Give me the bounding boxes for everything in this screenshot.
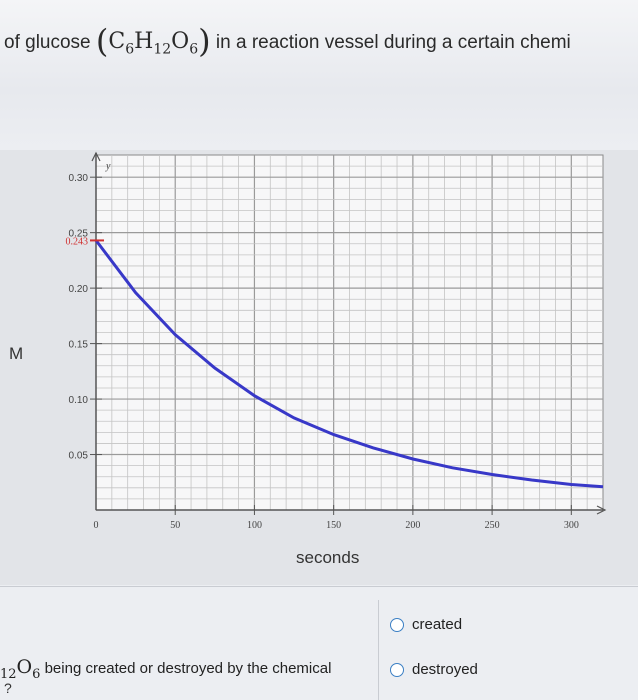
question-mark: ? (4, 680, 12, 696)
question-text: 12O6 being created or destroyed by the c… (0, 656, 331, 682)
y-tick-label: 0.25 (69, 229, 89, 240)
initial-value-marker: 0.243 (66, 236, 104, 247)
options-divider (378, 600, 379, 700)
x-tick-label: 100 (247, 520, 262, 531)
y-axis-title: M (9, 344, 24, 363)
header-band (0, 0, 638, 150)
section-divider (0, 586, 638, 587)
header-text-before: of glucose (4, 32, 91, 53)
x-axis-title: seconds (296, 548, 360, 567)
x-tick-label: 0 (94, 520, 99, 531)
grid-lines (96, 155, 603, 510)
destroyed-radio[interactable] (390, 662, 404, 677)
option-created[interactable]: created (390, 616, 462, 633)
y-axis-arrow (91, 151, 101, 162)
y-tick-label: 0.15 (69, 340, 89, 351)
x-tick-label: 300 (564, 520, 579, 531)
x-tick-label: 250 (485, 520, 500, 531)
question-formula: 12O6 (0, 656, 41, 682)
concentration-chart[interactable]: 0.05 0.10 0.15 0.20 0.25 0.30 0 50 100 150 200 250 3… (0, 150, 638, 550)
axes (91, 151, 607, 515)
created-radio[interactable] (390, 617, 404, 632)
header-text-after: in a reaction vessel during a certain ch… (215, 32, 571, 53)
concentration-curve (94, 239, 604, 489)
glucose-formula: (C6H12O6) (95, 22, 211, 60)
y-tick-label: 0.05 (69, 451, 89, 462)
y-tick-label: 0.30 (69, 173, 89, 184)
option-destroyed[interactable]: destroyed (390, 661, 478, 678)
y-axis-letter: y (105, 161, 111, 172)
question-header: of glucose (C6H12O6) in a reaction vesse… (4, 22, 638, 60)
y-tick-label: 0.10 (69, 395, 89, 406)
x-tick-label: 200 (405, 520, 420, 531)
x-tick-label: 150 (326, 520, 341, 531)
x-tick-label: 50 (170, 520, 180, 531)
y-tick-label: 0.20 (69, 284, 89, 295)
option-created-label: created (412, 616, 463, 633)
x-axis-arrow (596, 505, 607, 515)
initial-marker-label: 0.243 (66, 236, 89, 247)
tick-labels: 0.05 0.10 0.15 0.20 0.25 0.30 0 50 100 150 200 250 3… (69, 173, 579, 531)
option-destroyed-label: destroyed (412, 661, 478, 678)
question-sentence: being created or destroyed by the chemic… (44, 660, 332, 677)
